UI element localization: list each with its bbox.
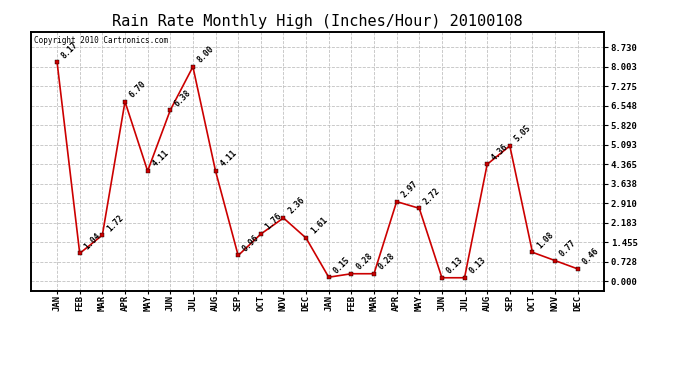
Text: 0.15: 0.15 xyxy=(331,255,352,275)
Text: Copyright 2010 Cartronics.com: Copyright 2010 Cartronics.com xyxy=(34,36,168,45)
Text: 0.46: 0.46 xyxy=(580,247,601,267)
Text: 2.72: 2.72 xyxy=(422,186,442,206)
Text: 0.28: 0.28 xyxy=(354,251,374,272)
Text: 0.77: 0.77 xyxy=(558,238,578,258)
Text: 0.28: 0.28 xyxy=(377,251,397,272)
Text: 4.36: 4.36 xyxy=(490,142,510,162)
Text: 8.17: 8.17 xyxy=(60,40,80,60)
Title: Rain Rate Monthly High (Inches/Hour) 20100108: Rain Rate Monthly High (Inches/Hour) 201… xyxy=(112,14,523,29)
Text: 8.00: 8.00 xyxy=(196,44,216,64)
Text: 5.05: 5.05 xyxy=(513,123,533,144)
Text: 6.38: 6.38 xyxy=(173,88,193,108)
Text: 4.11: 4.11 xyxy=(218,149,239,169)
Text: 0.96: 0.96 xyxy=(241,233,261,254)
Text: 1.76: 1.76 xyxy=(264,212,284,232)
Text: 2.36: 2.36 xyxy=(286,196,306,216)
Text: 6.70: 6.70 xyxy=(128,79,148,99)
Text: 1.72: 1.72 xyxy=(105,213,126,233)
Text: 1.08: 1.08 xyxy=(535,230,555,250)
Text: 0.13: 0.13 xyxy=(444,255,465,276)
Text: 1.04: 1.04 xyxy=(83,231,103,251)
Text: 1.61: 1.61 xyxy=(309,216,329,236)
Text: 0.13: 0.13 xyxy=(467,255,487,276)
Text: 2.97: 2.97 xyxy=(400,179,420,200)
Text: 4.11: 4.11 xyxy=(150,149,170,169)
